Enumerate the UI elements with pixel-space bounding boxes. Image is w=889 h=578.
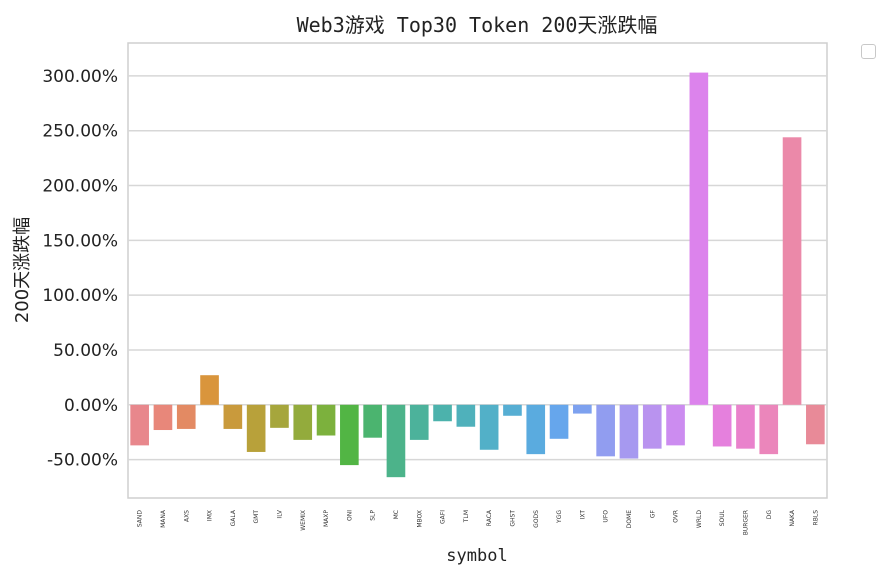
bar-wemix: [293, 404, 313, 440]
bar-slp: [363, 404, 382, 438]
x-tick-label: AXS: [183, 510, 190, 522]
y-tick-label: 0.00%: [64, 396, 118, 416]
bar-dome: [619, 404, 639, 459]
x-tick-label: GMT: [253, 510, 260, 524]
bar-ygg: [549, 404, 569, 439]
bar-maxp: [316, 404, 336, 436]
x-tick-label: MAXP: [323, 510, 330, 527]
bar-gafi: [433, 404, 452, 422]
x-tick-label: UFO: [603, 510, 610, 523]
x-tick-label: SAND: [137, 510, 144, 528]
bar-ghst: [503, 404, 522, 416]
x-tick-label: IXT: [579, 510, 586, 520]
x-tick-label: GALA: [230, 509, 237, 526]
plot-frame: [127, 42, 828, 499]
bar-ufo: [596, 404, 615, 457]
bar-raca: [479, 404, 499, 450]
bar-gala: [223, 404, 243, 429]
x-tick-label: GODS: [533, 510, 540, 528]
bar-tlm: [456, 404, 476, 427]
x-tick-label: BURGER: [742, 510, 749, 535]
bar-mana: [153, 404, 173, 431]
y-tick-labels: -50.00% 0.00% 50.00% 100.00% 150.00% 200.00% 2…: [42, 67, 118, 471]
y-tick-label: 100.00%: [42, 286, 118, 306]
x-tick-label: SLP: [370, 510, 377, 521]
bar-gf: [642, 404, 662, 449]
bars: [130, 72, 825, 478]
x-tick-label: TLM: [463, 510, 470, 523]
bar-oni: [340, 404, 359, 466]
x-tick-label: GF: [649, 509, 656, 518]
bar-wrld: [689, 72, 709, 405]
x-tick-label: WEMIX: [300, 510, 307, 531]
x-tick-label: GAFI: [440, 510, 447, 524]
bar-ixt: [573, 404, 592, 414]
y-tick-label: 250.00%: [42, 122, 118, 142]
x-tick-label: IMX: [207, 510, 214, 521]
x-tick-label: WRLD: [696, 510, 703, 528]
x-tick-label: YGG: [556, 510, 563, 524]
bar-ilv: [270, 404, 289, 428]
bar-naka: [782, 137, 802, 405]
x-tick-label: OVR: [673, 510, 680, 523]
bar-dg: [759, 404, 779, 455]
bar-gmt: [246, 404, 266, 452]
x-tick-label: RACA: [486, 509, 493, 526]
bar-rbls: [806, 404, 825, 445]
y-tick-label: 50.00%: [53, 341, 118, 361]
x-tick-labels: SAND MANA AXS IMX GALA GMT ILV WEMIX MAXP ONI SLP M…: [137, 509, 820, 535]
x-axis-label: symbol: [446, 546, 507, 566]
x-tick-label: DOME: [626, 510, 633, 529]
grid-lines: [128, 75, 827, 461]
x-tick-label: ONI: [346, 510, 353, 521]
x-tick-label: GHST: [509, 510, 516, 527]
y-tick-label: 200.00%: [42, 177, 118, 197]
x-tick-label: RBLS: [812, 510, 819, 526]
bar-axs: [176, 404, 196, 429]
bar-burger: [736, 404, 755, 449]
x-tick-label: NAKA: [789, 509, 796, 526]
y-tick-label: -50.00%: [47, 451, 118, 471]
bar-mbox: [409, 404, 429, 440]
x-tick-label: SOUL: [719, 509, 726, 526]
x-tick-label: MC: [393, 510, 400, 519]
bar-sand: [130, 404, 149, 446]
bar-mc: [386, 404, 406, 478]
y-tick-label: 150.00%: [42, 231, 118, 251]
bar-imx: [200, 375, 219, 405]
y-axis-label: 200天涨跌幅: [12, 217, 33, 323]
bar-gods: [526, 404, 546, 455]
bar-ovr: [666, 404, 685, 446]
chart-title: Web3游戏 Top30 Token 200天涨跌幅: [297, 13, 658, 37]
x-tick-label: MBOX: [416, 510, 423, 528]
y-tick-label: 300.00%: [42, 67, 118, 87]
legend-checkbox[interactable]: [861, 44, 876, 59]
x-tick-label: MANA: [160, 509, 167, 528]
x-tick-label: DG: [766, 510, 773, 520]
bar-soul: [712, 404, 732, 447]
x-tick-label: ILV: [276, 509, 283, 518]
